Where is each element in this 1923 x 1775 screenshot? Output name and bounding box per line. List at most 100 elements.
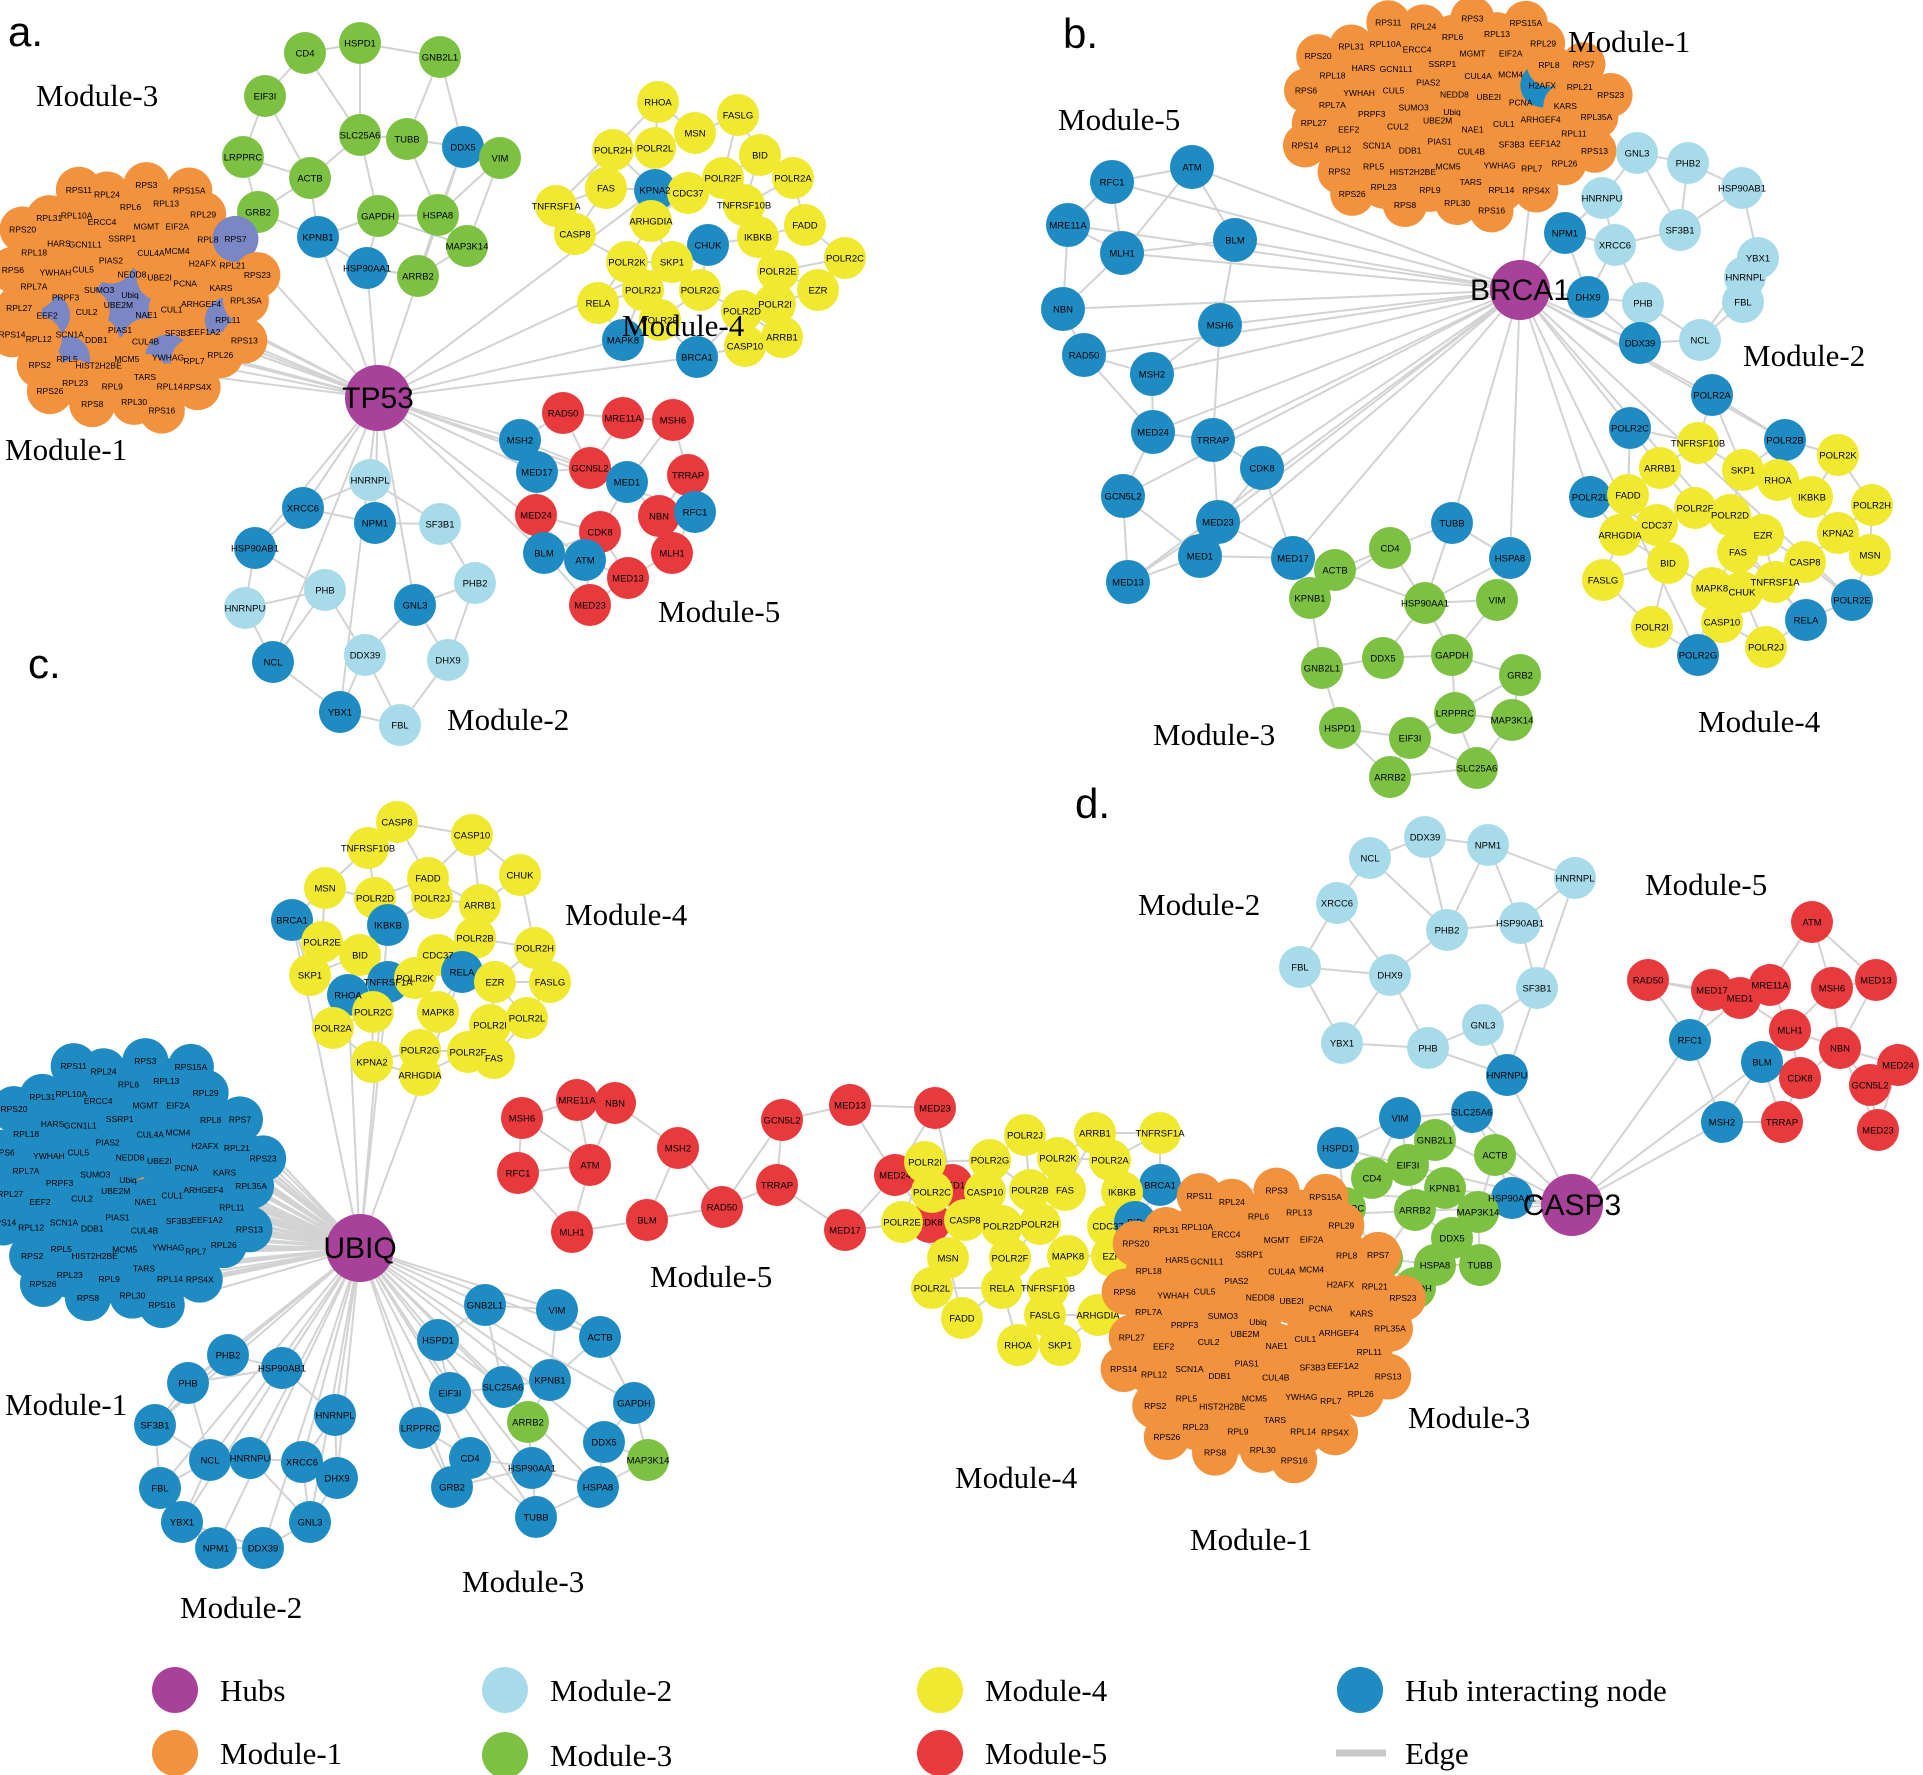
- gene-label-FBL: FBL: [1734, 297, 1751, 308]
- gene-node-RPS23: [1379, 1275, 1426, 1322]
- gene-label-VIM: VIM: [1489, 595, 1506, 606]
- gene-node-FBL: [139, 1467, 181, 1509]
- module-label-module-4: Module-4: [955, 1460, 1078, 1495]
- gene-label-SF3B3: SF3B3: [1299, 1362, 1325, 1372]
- gene-node-RPS11: [1366, 0, 1411, 45]
- gene-label-GCN5L2: GCN5L2: [572, 463, 609, 474]
- gene-node-MSH2: [1701, 1101, 1743, 1143]
- gene-node-PHB: [1622, 282, 1664, 324]
- gene-node-GNL3: [394, 584, 436, 626]
- gene-node-RAD50: [542, 392, 584, 434]
- gene-node-RPS15A: [1302, 1173, 1349, 1220]
- hub-node-CASP3: [1541, 1174, 1603, 1236]
- gene-node-HNRNPU: [229, 1437, 271, 1479]
- gene-label-RPL7: RPL7: [185, 1247, 207, 1257]
- gene-label-RPS20: RPS20: [1122, 1239, 1149, 1249]
- gene-label-NBN: NBN: [1830, 1043, 1850, 1054]
- gene-label-RPL14: RPL14: [1290, 1426, 1316, 1436]
- gene-label-POLR2L: POLR2L: [914, 1283, 950, 1294]
- gene-label-BLM: BLM: [637, 1215, 657, 1226]
- gene-label-GCN5L2: GCN5L2: [1852, 1080, 1889, 1091]
- gene-label-RPL21: RPL21: [220, 260, 246, 270]
- gene-node-POLR2H: [1851, 484, 1893, 526]
- gene-node-HSP90AB1: [1499, 902, 1541, 944]
- gene-node-VIM: [1476, 579, 1518, 621]
- gene-node-POLR2C: [911, 1171, 953, 1213]
- gene-label-RPS20: RPS20: [1, 1104, 28, 1114]
- gene-label-RPL26: RPL26: [1551, 158, 1577, 168]
- gene-label-RFC1: RFC1: [1100, 177, 1125, 188]
- gene-node-RPS23: [1588, 73, 1633, 118]
- legend-label-module-1: Module-1: [220, 1736, 342, 1771]
- gene-node-ARRB2: [1394, 1189, 1436, 1231]
- gene-label-MSN: MSN: [937, 1253, 958, 1264]
- gene-label-TNFRSF10B: TNFRSF10B: [341, 843, 395, 854]
- gene-label-YBX1: YBX1: [328, 707, 352, 718]
- edge: [215, 1247, 361, 1549]
- gene-node-BLM: [626, 1199, 668, 1241]
- gene-label-DHX9: DHX9: [1377, 970, 1402, 981]
- gene-node-KPNB1: [1424, 1167, 1466, 1209]
- gene-label-RPS14: RPS14: [1110, 1364, 1137, 1374]
- gene-label-MRE11A: MRE11A: [1751, 980, 1789, 991]
- gene-label-BID: BID: [1660, 558, 1676, 569]
- edge: [377, 397, 416, 606]
- gene-label-MLH1: MLH1: [559, 1227, 584, 1238]
- gene-label-RPL10A: RPL10A: [56, 1089, 88, 1099]
- gene-label-CUL4B: CUL4B: [1262, 1373, 1290, 1383]
- gene-label-SKP1: SKP1: [1048, 1340, 1072, 1351]
- gene-label-SKP1: SKP1: [1731, 465, 1755, 476]
- gene-label-SCN1A: SCN1A: [1175, 1364, 1204, 1374]
- edge: [359, 1247, 605, 1443]
- gene-label-EZR: EZR: [486, 977, 505, 988]
- gene-label-MCM5: MCM5: [1436, 162, 1461, 172]
- gene-label-CASP10: CASP10: [967, 1187, 1003, 1198]
- gene-label-EEF2: EEF2: [1153, 1342, 1175, 1352]
- gene-label-RELA: RELA: [990, 1283, 1015, 1294]
- gene-label-RPL21: RPL21: [1362, 1282, 1388, 1292]
- gene-label-POLR2F: POLR2F: [1677, 503, 1714, 514]
- gene-node-TRRAP: [756, 1164, 798, 1206]
- gene-label-POLR2A: POLR2A: [774, 173, 812, 184]
- gene-node-POLR2D: [981, 1205, 1023, 1247]
- gene-label-NCL: NCL: [1360, 853, 1379, 864]
- gene-node-POLR2I: [754, 283, 796, 325]
- edge: [1219, 289, 1521, 326]
- legend-label-hub-interacting-node: Hub interacting node: [1405, 1673, 1667, 1708]
- gene-label-POLR2H: POLR2H: [516, 943, 554, 954]
- edge: [1519, 289, 1786, 441]
- gene-node-DDX5: [442, 126, 484, 168]
- gene-label-UBE2I: UBE2I: [147, 1156, 172, 1166]
- edge: [249, 1247, 361, 1459]
- gene-label-RELA: RELA: [450, 967, 475, 978]
- edge: [1212, 289, 1521, 441]
- legend-swatch-module1: [152, 1730, 198, 1775]
- gene-node-POLR2I: [1631, 606, 1673, 648]
- gene-node-ARRB2: [1369, 756, 1411, 798]
- gene-label-ARRB1: ARRB1: [1644, 463, 1676, 474]
- gene-node-DHX9: [316, 1457, 358, 1499]
- gene-node-MRE11A: [1046, 203, 1090, 247]
- gene-label-ACTB: ACTB: [1482, 1150, 1507, 1161]
- gene-node-MSN: [1849, 534, 1891, 576]
- gene-label-H2AFX: H2AFX: [1529, 80, 1557, 90]
- gene-label-EIF2A: EIF2A: [1499, 48, 1523, 58]
- gene-node-HSPA8: [577, 1466, 619, 1508]
- module-label-module-3: Module-3: [1408, 1400, 1530, 1435]
- legend-swatch-module5: [917, 1730, 963, 1775]
- gene-node-RPS14: [1100, 1345, 1147, 1392]
- gene-label-RPL31: RPL31: [36, 213, 62, 223]
- gene-label-RPL18: RPL18: [1319, 71, 1345, 81]
- gene-label-RPS13: RPS13: [231, 336, 258, 346]
- gene-node-NBN: [594, 1082, 636, 1124]
- gene-label-DDX39: DDX39: [1410, 832, 1441, 843]
- gene-label-GNL3: GNL3: [403, 600, 428, 611]
- gene-label-DDB1: DDB1: [1208, 1371, 1231, 1381]
- gene-label-MSH6: MSH6: [660, 415, 686, 426]
- gene-node-POLR2D: [721, 290, 763, 332]
- gene-label-RELA: RELA: [586, 298, 611, 309]
- gene-label-HSP90AB1: HSP90AB1: [258, 1363, 306, 1374]
- gene-node-RPS26: [1330, 171, 1375, 216]
- gene-node-XRCC6: [282, 487, 324, 529]
- gene-node-ATM: [569, 1144, 611, 1186]
